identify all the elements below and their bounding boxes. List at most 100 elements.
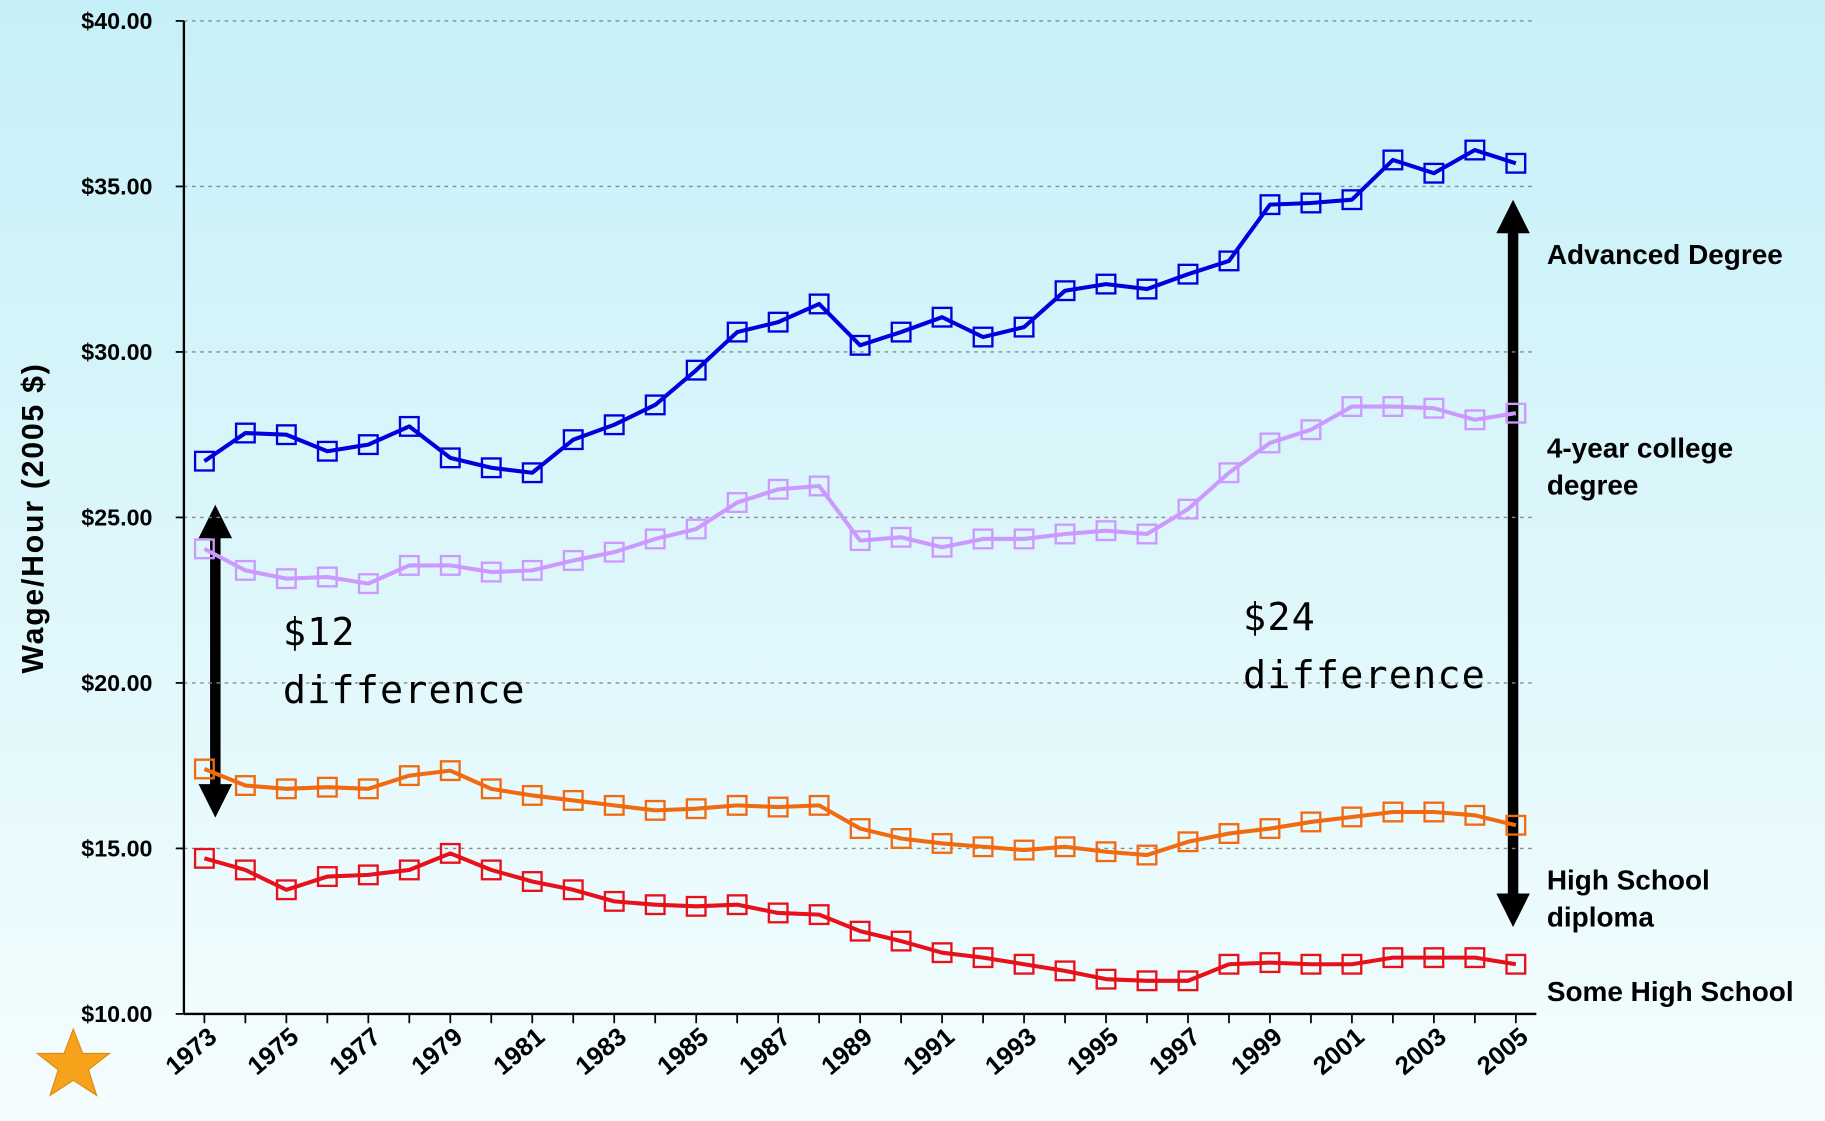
- data-point: [1095, 968, 1117, 990]
- data-point: [1136, 970, 1158, 992]
- data-point: [603, 890, 625, 912]
- data-point: [1300, 811, 1322, 833]
- series-label: Advanced Degree: [1546, 239, 1783, 272]
- data-point: [808, 794, 830, 816]
- data-point: [726, 894, 748, 916]
- data-point: [1382, 947, 1404, 969]
- data-point: [1341, 396, 1363, 418]
- data-point: [439, 760, 461, 782]
- data-point: [1136, 278, 1158, 300]
- annotation-box: $12 difference: [282, 608, 526, 713]
- data-point: [275, 778, 297, 800]
- data-point: [849, 920, 871, 942]
- series-line: [203, 147, 1517, 475]
- data-point: [767, 478, 789, 500]
- data-point: [1505, 402, 1527, 424]
- data-point: [972, 528, 994, 550]
- data-point: [357, 434, 379, 456]
- data-point: [685, 798, 707, 820]
- data-point: [234, 859, 256, 881]
- data-point: [1505, 814, 1527, 836]
- data-point: [726, 794, 748, 816]
- data-point: [644, 894, 666, 916]
- y-tick-label: $10.00: [81, 1001, 152, 1027]
- data-point: [1423, 162, 1445, 184]
- data-point: [1259, 194, 1281, 216]
- data-point: [1054, 523, 1076, 545]
- data-point: [193, 758, 215, 780]
- data-point: [1300, 192, 1322, 214]
- annotation: $24 difference: [1243, 593, 1486, 698]
- series-label-box: High School diploma: [1546, 864, 1710, 934]
- data-point: [480, 859, 502, 881]
- data-point: [931, 942, 953, 964]
- data-point: [1177, 263, 1199, 285]
- data-point: [603, 541, 625, 563]
- data-point: [234, 422, 256, 444]
- data-point: [316, 440, 338, 462]
- data-point: [685, 359, 707, 381]
- data-point: [1505, 953, 1527, 975]
- data-point: [316, 566, 338, 588]
- data-point: [972, 326, 994, 348]
- data-point: [1095, 273, 1117, 295]
- data-point: [1218, 953, 1240, 975]
- data-point: [439, 447, 461, 469]
- series-label: Some High School: [1546, 976, 1794, 1009]
- data-point: [275, 568, 297, 590]
- data-point: [1013, 839, 1035, 861]
- series-label-box: Advanced Degree: [1546, 239, 1783, 272]
- data-point: [1300, 419, 1322, 441]
- data-point: [1300, 953, 1322, 975]
- data-point: [1259, 432, 1281, 454]
- data-point: [316, 866, 338, 888]
- data-point: [357, 778, 379, 800]
- data-point: [972, 947, 994, 969]
- data-point: [1382, 149, 1404, 171]
- data-point: [1259, 818, 1281, 840]
- data-point: [1177, 498, 1199, 520]
- data-point: [193, 847, 215, 869]
- data-point: [275, 424, 297, 446]
- data-point: [1095, 520, 1117, 542]
- data-point: [890, 321, 912, 343]
- data-point: [398, 765, 420, 787]
- data-point: [890, 828, 912, 849]
- series-label: High School diploma: [1546, 864, 1710, 934]
- data-point: [1382, 801, 1404, 823]
- data-point: [931, 306, 953, 328]
- data-point: [685, 518, 707, 540]
- data-point: [931, 832, 953, 854]
- data-point: [808, 904, 830, 926]
- series-line: [203, 404, 1517, 586]
- data-point: [1423, 397, 1445, 419]
- y-axis-title: Wage/Hour (2005 $): [17, 362, 50, 673]
- data-point: [1218, 462, 1240, 484]
- series-label-box: 4-year college degree: [1547, 433, 1733, 502]
- data-point: [234, 559, 256, 581]
- data-point: [849, 530, 871, 552]
- data-point: [767, 902, 789, 924]
- data-point: [931, 536, 953, 558]
- data-point: [890, 526, 912, 548]
- data-point: [521, 784, 543, 806]
- data-point: [726, 321, 748, 343]
- data-point: [1136, 844, 1158, 866]
- data-point: [849, 334, 871, 356]
- data-point: [398, 554, 420, 576]
- data-point: [1505, 152, 1527, 174]
- data-point: [808, 475, 830, 497]
- annotation: $12 difference: [282, 608, 526, 713]
- data-point: [562, 549, 584, 571]
- data-point: [1464, 804, 1486, 826]
- data-point: [234, 775, 256, 797]
- data-point: [1013, 316, 1035, 338]
- data-point: [439, 554, 461, 576]
- data-point: [193, 538, 215, 560]
- data-point: [521, 559, 543, 581]
- data-point: [480, 457, 502, 479]
- data-point: [398, 859, 420, 881]
- y-tick-label: $35.00: [81, 174, 152, 200]
